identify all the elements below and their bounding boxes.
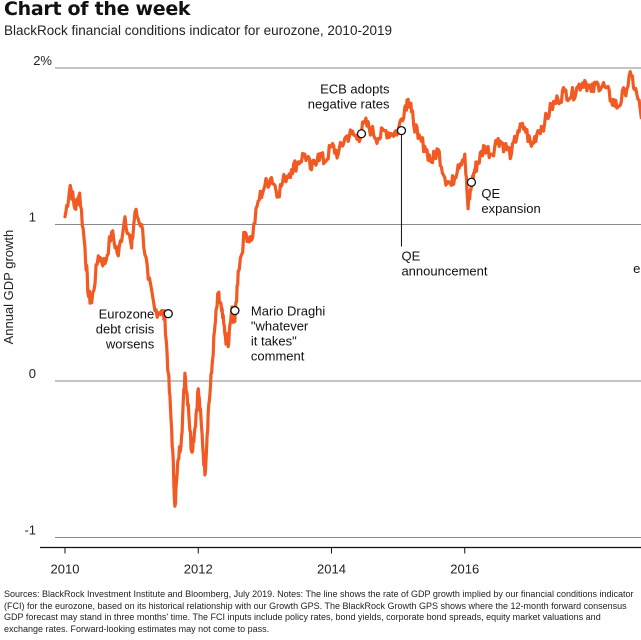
y-tick-label: 1 [29,210,36,225]
y-axis-label: Annual GDP growth [1,230,16,345]
annotation-label: comment [251,349,305,364]
y-tick-label: 0 [29,366,36,381]
annotation-label: debt crisis [96,322,155,337]
x-tick-label: 2012 [184,562,213,577]
chart-subtitle: BlackRock financial conditions indicator… [4,23,392,38]
annotation-label: announcement [401,264,487,279]
grid-layer [55,67,641,538]
y-tick-label: -1 [24,523,36,538]
x-tick-label: 2016 [450,562,479,577]
annotation-label: ends [633,261,641,276]
annotation-label: "whatever [251,319,309,334]
annotation-label: expansion [481,201,540,216]
gdp-series-line [63,70,641,508]
annotation-label: Mario Draghi [251,304,326,319]
footnote: Sources: BlackRock Investment Institute … [4,589,634,634]
annotation-label: QE [481,186,500,201]
annotation-marker [230,305,240,316]
annotation-label: negative rates [308,97,390,112]
annotation-marker [396,125,407,136]
annotation-label: worsens [105,337,155,352]
x-tick-label: 2014 [317,562,346,577]
line-chart: 2%10-120102012201420162019Annual GDP gro… [1,53,641,577]
annotation-marker [163,309,173,319]
x-tick-label: 2010 [51,562,80,577]
y-tick-label: 2% [33,53,52,68]
annotation-marker [356,129,367,139]
annotation-label: it takes" [251,334,297,349]
annotation-label: QE [401,249,420,264]
annotation-marker [466,177,477,187]
chart-title: Chart of the week [4,0,191,20]
annotation-label: Eurozone [99,307,155,322]
line-layer [63,70,641,508]
axis-layer: 2%10-120102012201420162019Annual GDP gro… [1,53,641,577]
annotation-label: ECB adopts [320,82,390,97]
